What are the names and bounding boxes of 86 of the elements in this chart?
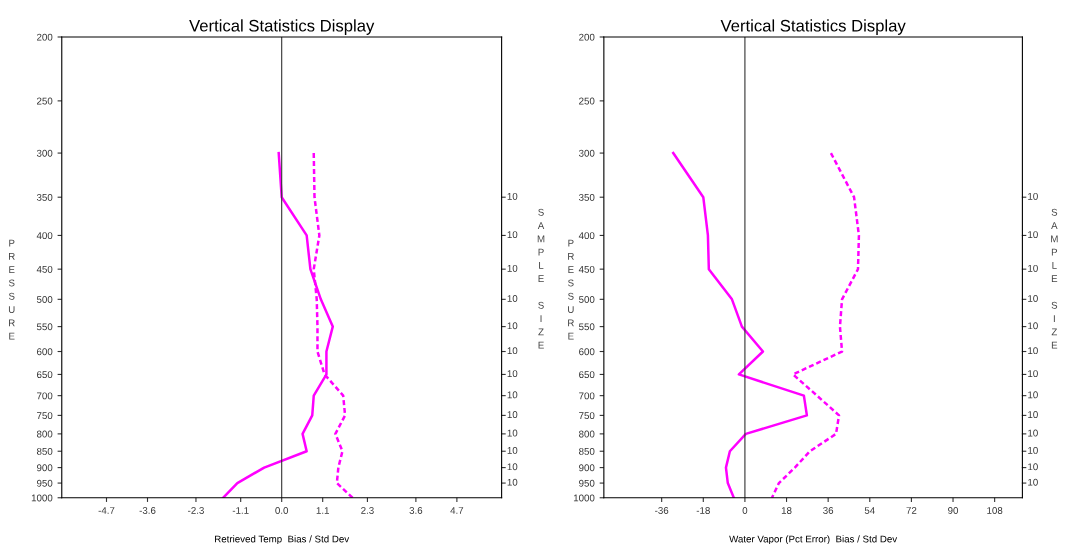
text: 10 bbox=[507, 463, 518, 471]
y-tick-label: 1000 bbox=[31, 494, 53, 502]
x-tick-label: 90 bbox=[948, 507, 959, 514]
text: 10 bbox=[507, 429, 518, 437]
y-tick-label: 400 bbox=[578, 232, 595, 240]
text: 10 bbox=[1028, 347, 1038, 355]
text: 10 bbox=[1028, 391, 1038, 399]
y-tick-label: 800 bbox=[36, 430, 53, 438]
y-tick-label: 400 bbox=[36, 232, 53, 240]
y-tick-label: 600 bbox=[579, 348, 595, 356]
y-tick-label: 850 bbox=[579, 447, 595, 455]
text: 10 bbox=[507, 411, 518, 419]
x-tick-label: 36 bbox=[823, 507, 834, 514]
text: 10 bbox=[507, 295, 518, 302]
y-tick-label: 900 bbox=[36, 464, 53, 472]
x-tick-label: -4.7 bbox=[98, 507, 115, 514]
y-tick-label: 800 bbox=[579, 430, 595, 438]
x-tick-label: -18 bbox=[696, 507, 710, 514]
text: 10 bbox=[1028, 322, 1038, 330]
text: 10 bbox=[507, 370, 518, 378]
text: 10 bbox=[507, 231, 518, 239]
text: 10 bbox=[1028, 231, 1038, 239]
y-tick-label: 850 bbox=[36, 447, 53, 455]
text: SAMPLE SIZE bbox=[1051, 208, 1058, 349]
x-tick-label: 0 bbox=[742, 507, 748, 514]
text: 10 bbox=[1028, 429, 1038, 437]
x-tick-label: 3.6 bbox=[409, 507, 423, 514]
text: SAMPLE SIZE bbox=[537, 208, 545, 349]
y-tick-label: 350 bbox=[36, 193, 53, 201]
y-tick-label: 650 bbox=[37, 371, 53, 379]
text: 10 bbox=[507, 347, 518, 355]
y-tick-label: 300 bbox=[578, 149, 595, 157]
y-tick-label: 250 bbox=[37, 97, 53, 105]
x-axis-title: Water Vapor (Pct Error) Bias / Std Dev bbox=[729, 535, 898, 544]
y-tick-label: 450 bbox=[36, 265, 53, 273]
chart-title: Vertical Statistics Display bbox=[189, 19, 375, 35]
text: 10 bbox=[1028, 264, 1038, 272]
y-tick-label: 200 bbox=[37, 33, 53, 41]
x-axis-title: Retrieved Temp Bias / Std Dev bbox=[215, 535, 350, 544]
y-axis-title: PRESSURE bbox=[568, 239, 574, 340]
text: 10 bbox=[507, 264, 518, 272]
y-tick-label: 600 bbox=[37, 348, 53, 356]
x-tick-label: 1.1 bbox=[316, 507, 329, 514]
text: 10 bbox=[507, 192, 518, 200]
text: 10 bbox=[1028, 478, 1038, 486]
y-tick-label: 700 bbox=[37, 392, 53, 400]
y-tick-label: 550 bbox=[36, 323, 53, 331]
x-tick-label: 54 bbox=[864, 507, 875, 514]
y-tick-label: 350 bbox=[578, 193, 595, 201]
y-tick-label: 250 bbox=[579, 97, 595, 105]
y-axis-title: PRESSURE bbox=[8, 239, 15, 340]
x-tick-label: 108 bbox=[987, 507, 1003, 514]
y-tick-label: 900 bbox=[579, 464, 595, 472]
text: 10 bbox=[1028, 463, 1038, 471]
x-tick-label: -1.1 bbox=[232, 507, 249, 514]
text: 10 bbox=[1028, 411, 1038, 419]
y-tick-label: 300 bbox=[36, 149, 53, 157]
text: 10 bbox=[507, 478, 518, 486]
y-tick-label: 1000 bbox=[573, 494, 595, 502]
y-tick-label: 750 bbox=[579, 412, 595, 420]
x-tick-label: -3.6 bbox=[139, 507, 156, 514]
text: 10 bbox=[1028, 446, 1038, 454]
text: 10 bbox=[507, 322, 518, 330]
y-tick-label: 500 bbox=[579, 296, 595, 303]
y-tick-label: 200 bbox=[579, 33, 595, 41]
text: 10 bbox=[1028, 192, 1038, 200]
text: 10 bbox=[507, 446, 518, 454]
y-tick-label: 500 bbox=[36, 296, 53, 303]
y-tick-label: 950 bbox=[36, 479, 53, 487]
x-tick-label: 72 bbox=[906, 507, 917, 514]
x-tick-label: -2.3 bbox=[188, 507, 204, 514]
x-tick-label: 4.7 bbox=[450, 507, 464, 514]
y-tick-label: 950 bbox=[579, 479, 595, 487]
y-tick-label: 450 bbox=[578, 265, 595, 273]
y-tick-label: 550 bbox=[579, 323, 595, 331]
x-tick-label: -36 bbox=[655, 507, 669, 514]
text: 10 bbox=[1028, 295, 1038, 302]
chart-title: Vertical Statistics Display bbox=[720, 19, 906, 35]
y-tick-label: 650 bbox=[579, 371, 595, 379]
x-tick-label: 2.3 bbox=[361, 507, 374, 514]
text: 10 bbox=[1028, 370, 1038, 378]
text: 10 bbox=[507, 391, 518, 399]
y-tick-label: 700 bbox=[579, 392, 595, 400]
y-tick-label: 750 bbox=[37, 412, 53, 420]
x-tick-label: 0.0 bbox=[275, 507, 289, 514]
x-tick-label: 18 bbox=[781, 507, 792, 514]
